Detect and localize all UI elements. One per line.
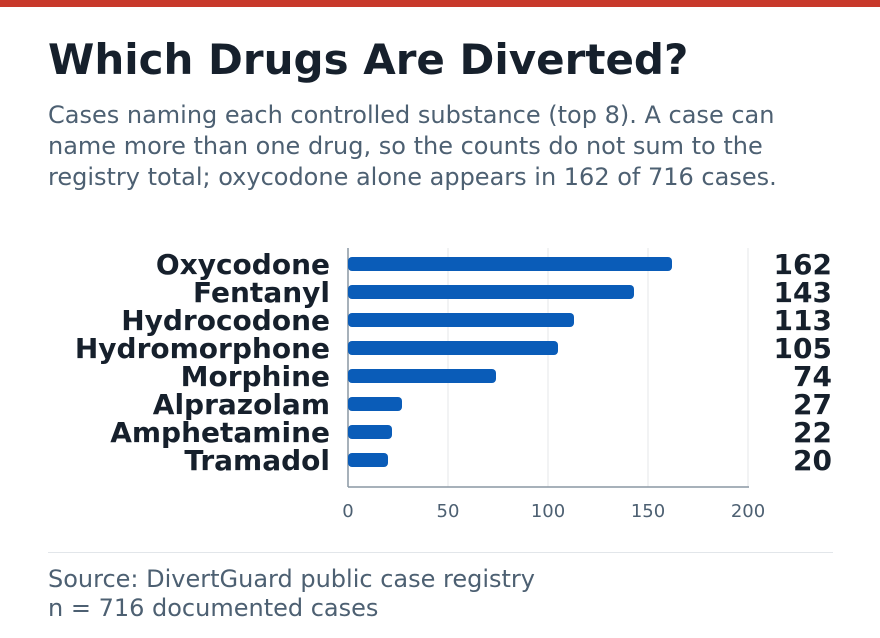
x-tick-label: 0 <box>342 501 353 522</box>
x-tick-label: 100 <box>531 501 565 522</box>
value-label: 20 <box>793 444 832 477</box>
footer-divider <box>48 552 833 553</box>
bar <box>348 341 558 355</box>
accent-bar <box>0 0 880 7</box>
footer: Source: DivertGuard public case registry… <box>48 565 535 623</box>
bar <box>348 397 402 411</box>
sample-size-note: n = 716 documented cases <box>48 594 535 623</box>
x-tick-label: 50 <box>437 501 460 522</box>
category-label: Tramadol <box>184 444 330 477</box>
bar <box>348 257 672 271</box>
x-tick-label: 200 <box>731 501 765 522</box>
bar <box>348 453 388 467</box>
bar <box>348 369 496 383</box>
page-title: Which Drugs Are Diverted? <box>48 34 688 86</box>
bar <box>348 285 634 299</box>
x-tick-label: 150 <box>631 501 665 522</box>
bar-chart: 050100150200Oxycodone162Fentanyl143Hydro… <box>0 230 880 530</box>
source-note: Source: DivertGuard public case registry <box>48 565 535 594</box>
bar <box>348 425 392 439</box>
chart-subtitle: Cases naming each controlled substance (… <box>48 100 838 193</box>
bar <box>348 313 574 327</box>
